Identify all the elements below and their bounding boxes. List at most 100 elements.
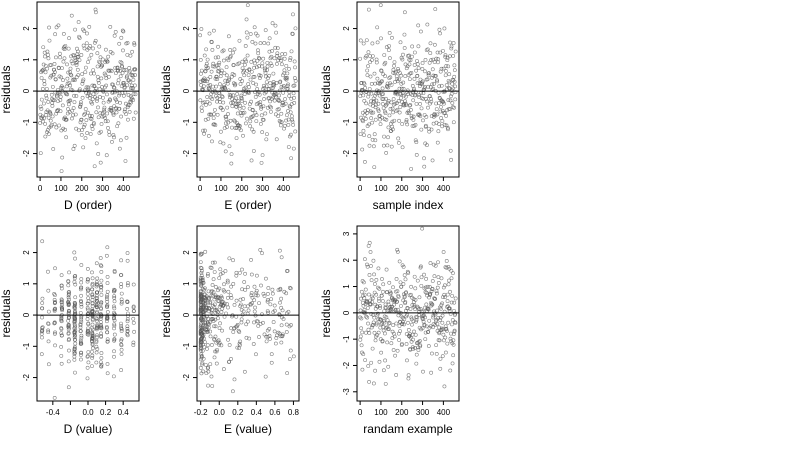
data-point xyxy=(115,99,119,104)
data-point xyxy=(383,381,388,386)
data-point xyxy=(226,305,230,310)
data-point xyxy=(108,25,113,29)
data-point xyxy=(450,81,455,86)
data-point xyxy=(237,124,242,128)
data-point xyxy=(72,335,77,340)
data-point xyxy=(279,120,284,125)
data-point xyxy=(365,262,369,267)
data-point xyxy=(72,143,77,148)
data-point xyxy=(279,255,284,260)
data-point xyxy=(290,114,294,119)
data-point xyxy=(386,85,391,90)
data-point xyxy=(270,291,275,296)
data-point xyxy=(274,81,279,85)
data-point xyxy=(199,268,204,273)
data-point xyxy=(376,296,381,301)
data-point xyxy=(414,90,418,95)
data-point xyxy=(91,68,96,73)
data-point xyxy=(370,299,375,304)
data-point xyxy=(427,129,432,134)
data-point xyxy=(359,289,364,294)
data-point xyxy=(438,356,443,361)
data-point xyxy=(383,302,388,307)
data-point xyxy=(245,285,250,290)
data-point xyxy=(408,307,413,311)
data-point xyxy=(79,315,84,320)
data-point xyxy=(81,77,86,82)
data-point xyxy=(223,269,228,273)
data-point xyxy=(208,300,213,304)
data-point xyxy=(47,38,52,43)
data-point xyxy=(84,85,89,90)
data-point xyxy=(68,83,73,88)
data-point xyxy=(98,324,103,329)
data-point xyxy=(67,337,71,342)
data-point xyxy=(377,81,382,86)
data-point xyxy=(377,359,382,364)
data-point xyxy=(373,117,378,122)
data-point xyxy=(104,47,108,52)
data-point xyxy=(436,316,441,320)
data-point xyxy=(105,362,110,366)
data-point xyxy=(433,323,438,327)
data-point xyxy=(451,53,456,58)
data-point xyxy=(438,31,442,36)
data-point xyxy=(253,41,258,46)
data-point xyxy=(257,56,262,61)
data-point xyxy=(125,74,129,79)
data-point xyxy=(254,319,259,324)
data-point xyxy=(225,278,230,283)
data-point xyxy=(201,369,205,374)
data-point xyxy=(396,294,401,299)
data-point xyxy=(267,36,272,41)
data-point xyxy=(40,68,45,73)
data-point xyxy=(96,115,101,120)
data-point xyxy=(286,117,291,122)
data-point xyxy=(76,128,81,133)
data-point xyxy=(118,59,123,64)
data-point xyxy=(381,325,386,329)
data-point xyxy=(105,293,110,297)
data-point xyxy=(46,52,50,57)
data-point xyxy=(423,315,427,320)
data-point xyxy=(400,341,404,346)
data-point xyxy=(241,133,245,138)
data-point xyxy=(80,72,85,76)
data-point xyxy=(78,104,83,109)
data-point xyxy=(95,293,99,298)
data-point xyxy=(90,310,95,315)
data-point xyxy=(382,318,386,323)
data-point xyxy=(62,45,67,49)
data-point xyxy=(105,330,110,335)
data-point xyxy=(246,73,251,78)
data-point xyxy=(440,354,445,359)
data-point xyxy=(99,283,103,287)
data-point xyxy=(116,78,121,83)
data-point xyxy=(412,329,416,334)
data-point xyxy=(63,127,68,132)
data-point xyxy=(414,153,419,157)
data-point xyxy=(400,57,405,62)
data-point xyxy=(221,141,226,146)
data-point xyxy=(80,79,85,84)
data-point xyxy=(66,385,71,390)
data-point xyxy=(452,74,457,79)
data-point xyxy=(238,111,243,115)
data-point xyxy=(394,69,398,74)
x-axis-label: randam example xyxy=(363,422,453,436)
data-point xyxy=(441,285,446,290)
data-point xyxy=(59,326,64,331)
data-point xyxy=(78,287,83,292)
data-point xyxy=(211,277,216,282)
data-point xyxy=(274,30,279,35)
data-point xyxy=(39,106,44,111)
data-point xyxy=(198,283,203,288)
data-point xyxy=(372,99,376,104)
y-tick-label: -1 xyxy=(22,118,31,126)
data-point xyxy=(402,32,407,37)
data-point xyxy=(288,286,293,291)
data-point xyxy=(96,105,100,110)
x-tick-label: 300 xyxy=(256,184,270,193)
data-point xyxy=(87,89,91,94)
data-point xyxy=(105,371,110,376)
